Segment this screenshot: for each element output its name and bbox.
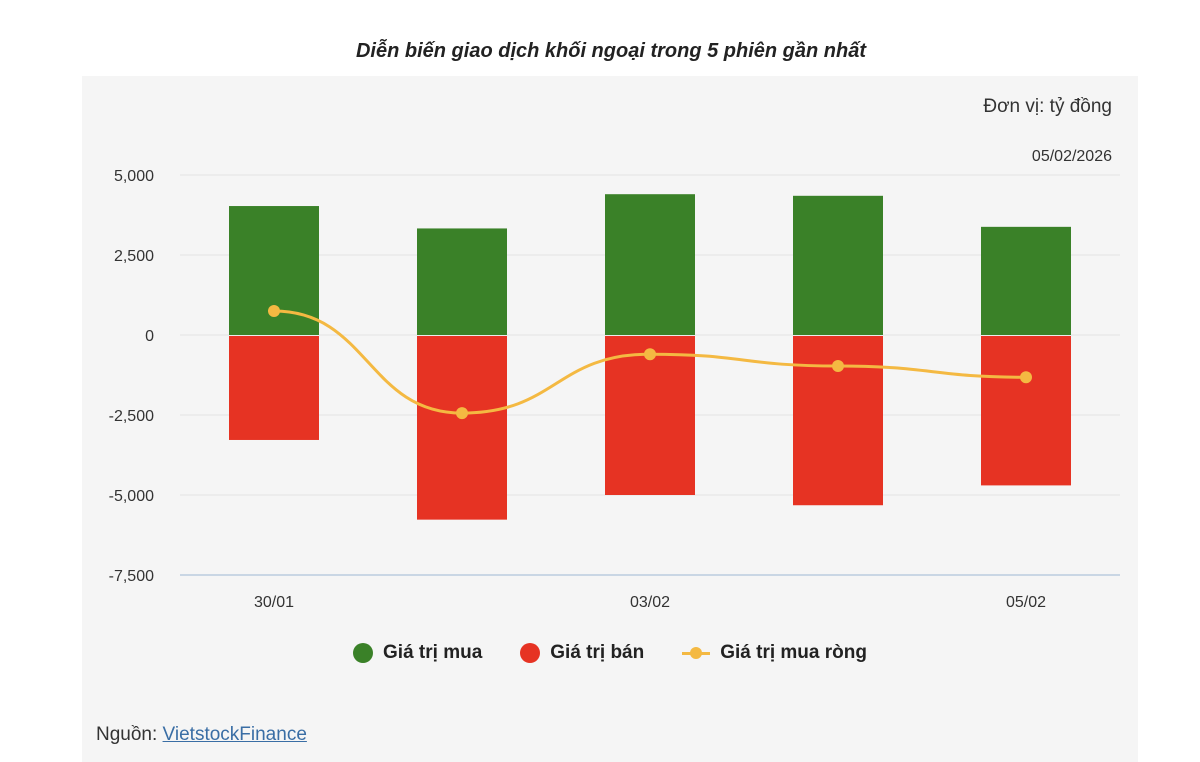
legend-label-buy: Giá trị mua — [383, 642, 483, 663]
net-point — [1020, 371, 1032, 384]
bar-buy — [793, 195, 883, 335]
legend-label-sell: Giá trị bán — [550, 642, 645, 663]
legend-marker-buy — [353, 643, 374, 663]
bar-buy — [417, 228, 507, 335]
y-tick-label: 5,000 — [114, 168, 154, 185]
net-point — [832, 360, 844, 373]
bar-sell — [417, 336, 507, 520]
date-label: 05/02/2026 — [1031, 148, 1112, 165]
y-tick-label: 2,500 — [114, 248, 154, 265]
source-prefix: Nguồn: — [96, 724, 163, 745]
bar-sell — [605, 336, 695, 495]
legend-label-net: Giá trị mua ròng — [720, 642, 867, 663]
source-link[interactable]: VietstockFinance — [162, 724, 307, 745]
y-tick-label: 0 — [145, 328, 154, 345]
bar-sell — [981, 336, 1071, 486]
legend-item-buy[interactable]: Giá trị mua — [353, 642, 482, 664]
y-tick-label: -7,500 — [109, 568, 154, 585]
net-point — [268, 305, 280, 317]
net-line — [273, 309, 1027, 415]
chart-legend: Giá trị mua Giá trị bán Giá trị mua ròng — [82, 642, 1138, 664]
net-point — [644, 348, 656, 361]
source-note: Nguồn: VietstockFinance — [96, 724, 307, 746]
legend-item-sell[interactable]: Giá trị bán — [520, 642, 644, 664]
chart-panel: Đơn vị: tỷ đồng 05/02/2026 5,000 2,500 0 -2… — [82, 76, 1138, 762]
bar-sell — [229, 336, 319, 440]
x-tick-label: 30/01 — [254, 594, 294, 611]
bar-buy — [981, 226, 1071, 335]
unit-label: Đơn vị: tỷ đồng — [983, 96, 1112, 117]
x-tick-label: 03/02 — [630, 594, 670, 611]
chart-title: Diễn biến giao dịch khối ngoại trong 5 p… — [355, 40, 866, 62]
x-tick-label: 05/02 — [1006, 594, 1046, 611]
chart-plot: 5,000 2,500 0 -2,500 -5,000 -7,500 30/01 03/02 0… — [109, 168, 1120, 611]
legend-item-net[interactable]: Giá trị mua ròng — [682, 642, 867, 664]
y-tick-label: -5,000 — [109, 488, 154, 505]
legend-marker-net — [682, 643, 711, 663]
y-tick-label: -2,500 — [109, 408, 154, 425]
net-point — [456, 407, 468, 420]
legend-marker-sell — [520, 643, 541, 663]
bar-buy — [605, 194, 695, 335]
